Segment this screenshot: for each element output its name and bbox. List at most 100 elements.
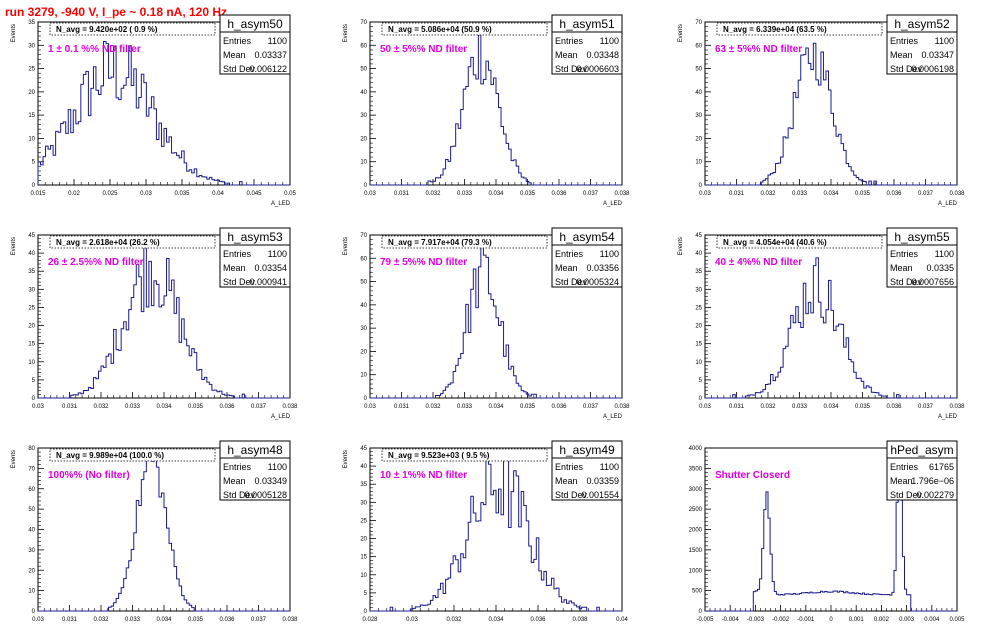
x-tick-label: 0.036 (219, 617, 235, 623)
x-tick-label: -0.005 (696, 617, 714, 623)
histogram-h_asym52: 0 10 20 30 40 50 60 70 0.03 0.031 0.032 0.033 0.034 0… (678, 14, 965, 207)
x-tick-label: 0.03 (364, 404, 376, 410)
y-tick-label: 5 (364, 591, 368, 597)
stat-value-entries: 1100 (935, 249, 954, 259)
y-tick-label: 20 (28, 90, 35, 96)
stats-box (886, 14, 958, 75)
stats-box (886, 440, 958, 501)
stat-key-std-dev: Std Dev (890, 64, 923, 74)
y-tick-label: 70 (695, 20, 702, 26)
y-tick-label: 70 (360, 20, 367, 26)
stats-box (551, 440, 623, 501)
y-axis-label: Events (678, 237, 684, 255)
y-tick-label: 30 (695, 287, 702, 293)
x-tick-label: 0.038 (572, 617, 588, 623)
navg-label: N_avg = 9.523e+03 ( 9.5 %) (388, 451, 490, 460)
y-tick-label: 70 (360, 233, 367, 239)
stat-value-std-dev: 0.0005324 (576, 277, 619, 287)
x-axis-label: A_LED (938, 201, 958, 207)
stat-key-entries: Entries (890, 462, 919, 472)
x-tick-label: 0.003 (899, 617, 915, 623)
stats-box (219, 227, 291, 288)
y-tick-label: 15 (360, 555, 367, 561)
filter-label: 26 ± 2.5%% ND filter (48, 257, 144, 268)
histogram-line (705, 257, 957, 399)
x-tick-label: 0.035 (855, 404, 871, 410)
x-tick-label: -0.003 (747, 617, 765, 623)
stats-box (551, 14, 623, 75)
y-tick-label: 0 (32, 609, 36, 615)
histogram-name: h_asym48 (227, 443, 283, 457)
stat-key-mean: Mean (890, 263, 913, 273)
y-tick-label: 30 (360, 326, 367, 332)
y-tick-label: 15 (28, 113, 35, 119)
stat-value-std-dev: 0.002279 (916, 490, 954, 500)
histogram-line (370, 452, 622, 612)
x-tick-label: 0.038 (282, 404, 298, 410)
filter-label: Shutter Closerd (715, 470, 790, 481)
x-tick-label: 0.032 (425, 191, 441, 197)
x-tick-label: 0.037 (583, 404, 599, 410)
x-tick-label: 0.04 (616, 617, 628, 623)
y-tick-label: 60 (28, 487, 35, 493)
y-tick-label: 20 (360, 349, 367, 355)
y-tick-label: 45 (360, 446, 367, 452)
y-tick-label: 25 (28, 67, 35, 73)
histogram-line (705, 42, 957, 186)
stat-value-std-dev: 0.000941 (249, 277, 287, 287)
y-tick-label: 40 (28, 251, 35, 257)
stat-value-entries: 1100 (600, 249, 619, 259)
stat-value-mean: 0.03347 (921, 50, 954, 60)
histogram-name: h_asym52 (894, 17, 950, 31)
y-tick-label: 10 (28, 136, 35, 142)
x-tick-label: 0.034 (156, 404, 172, 410)
y-tick-label: 70 (28, 466, 35, 472)
y-tick-label: 25 (28, 305, 35, 311)
histogram-name: h_asym50 (227, 17, 283, 31)
y-tick-label: 30 (28, 548, 35, 554)
stat-value-mean: 0.03348 (586, 50, 619, 60)
stat-key-mean: Mean (890, 476, 913, 486)
x-tick-label: 0.035 (520, 404, 536, 410)
y-tick-label: 2500 (689, 507, 703, 513)
y-tick-label: 1500 (689, 548, 703, 554)
x-tick-label: 0.025 (102, 191, 118, 197)
stat-key-std-dev: Std Dev (890, 277, 923, 287)
y-tick-label: 500 (692, 589, 703, 595)
y-tick-label: 20 (695, 136, 702, 142)
x-tick-label: 0.033 (792, 404, 808, 410)
stat-value-mean: 0.0335 (926, 263, 954, 273)
y-tick-label: 30 (28, 287, 35, 293)
x-tick-label: 0.038 (949, 404, 965, 410)
stat-value-std-dev: 0.001554 (581, 490, 619, 500)
x-tick-label: 0.05 (284, 191, 296, 197)
stat-key-mean: Mean (223, 50, 246, 60)
stat-key-mean: Mean (223, 263, 246, 273)
y-tick-label: 35 (360, 482, 367, 488)
stat-key-std-dev: Std Dev (223, 64, 256, 74)
stat-key-entries: Entries (555, 36, 584, 46)
x-tick-label: 0.034 (488, 617, 504, 623)
y-tick-label: 0 (32, 183, 36, 189)
stat-value-std-dev: 0.0006198 (911, 64, 954, 74)
filter-label: 100%% (No filter) (48, 470, 130, 481)
x-tick-label: 0.002 (874, 617, 890, 623)
y-axis-label: Events (11, 24, 17, 42)
y-tick-label: 35 (28, 20, 35, 26)
x-tick-label: 0.036 (551, 191, 567, 197)
y-axis-label: Events (343, 237, 349, 255)
x-tick-label: 0.036 (886, 404, 902, 410)
x-axis-label: A_LED (271, 414, 291, 420)
stats-box (219, 440, 291, 501)
x-tick-label: 0.031 (62, 404, 78, 410)
histogram-h_asym53: 0 5 10 15 20 25 30 35 40 45 0.03 0.031 0.032 0.033 0.0… (11, 227, 298, 420)
navg-label: N_avg = 7.917e+04 (79.3 %) (388, 238, 492, 247)
x-tick-label: 0.015 (30, 191, 46, 197)
stat-value-mean: 0.03354 (254, 263, 287, 273)
stat-key-std-dev: Std Dev (555, 64, 588, 74)
stat-value-std-dev: 0.0005128 (244, 490, 287, 500)
x-tick-label: 0.036 (886, 191, 902, 197)
x-tick-label: 0.034 (156, 617, 172, 623)
stat-key-entries: Entries (555, 249, 584, 259)
